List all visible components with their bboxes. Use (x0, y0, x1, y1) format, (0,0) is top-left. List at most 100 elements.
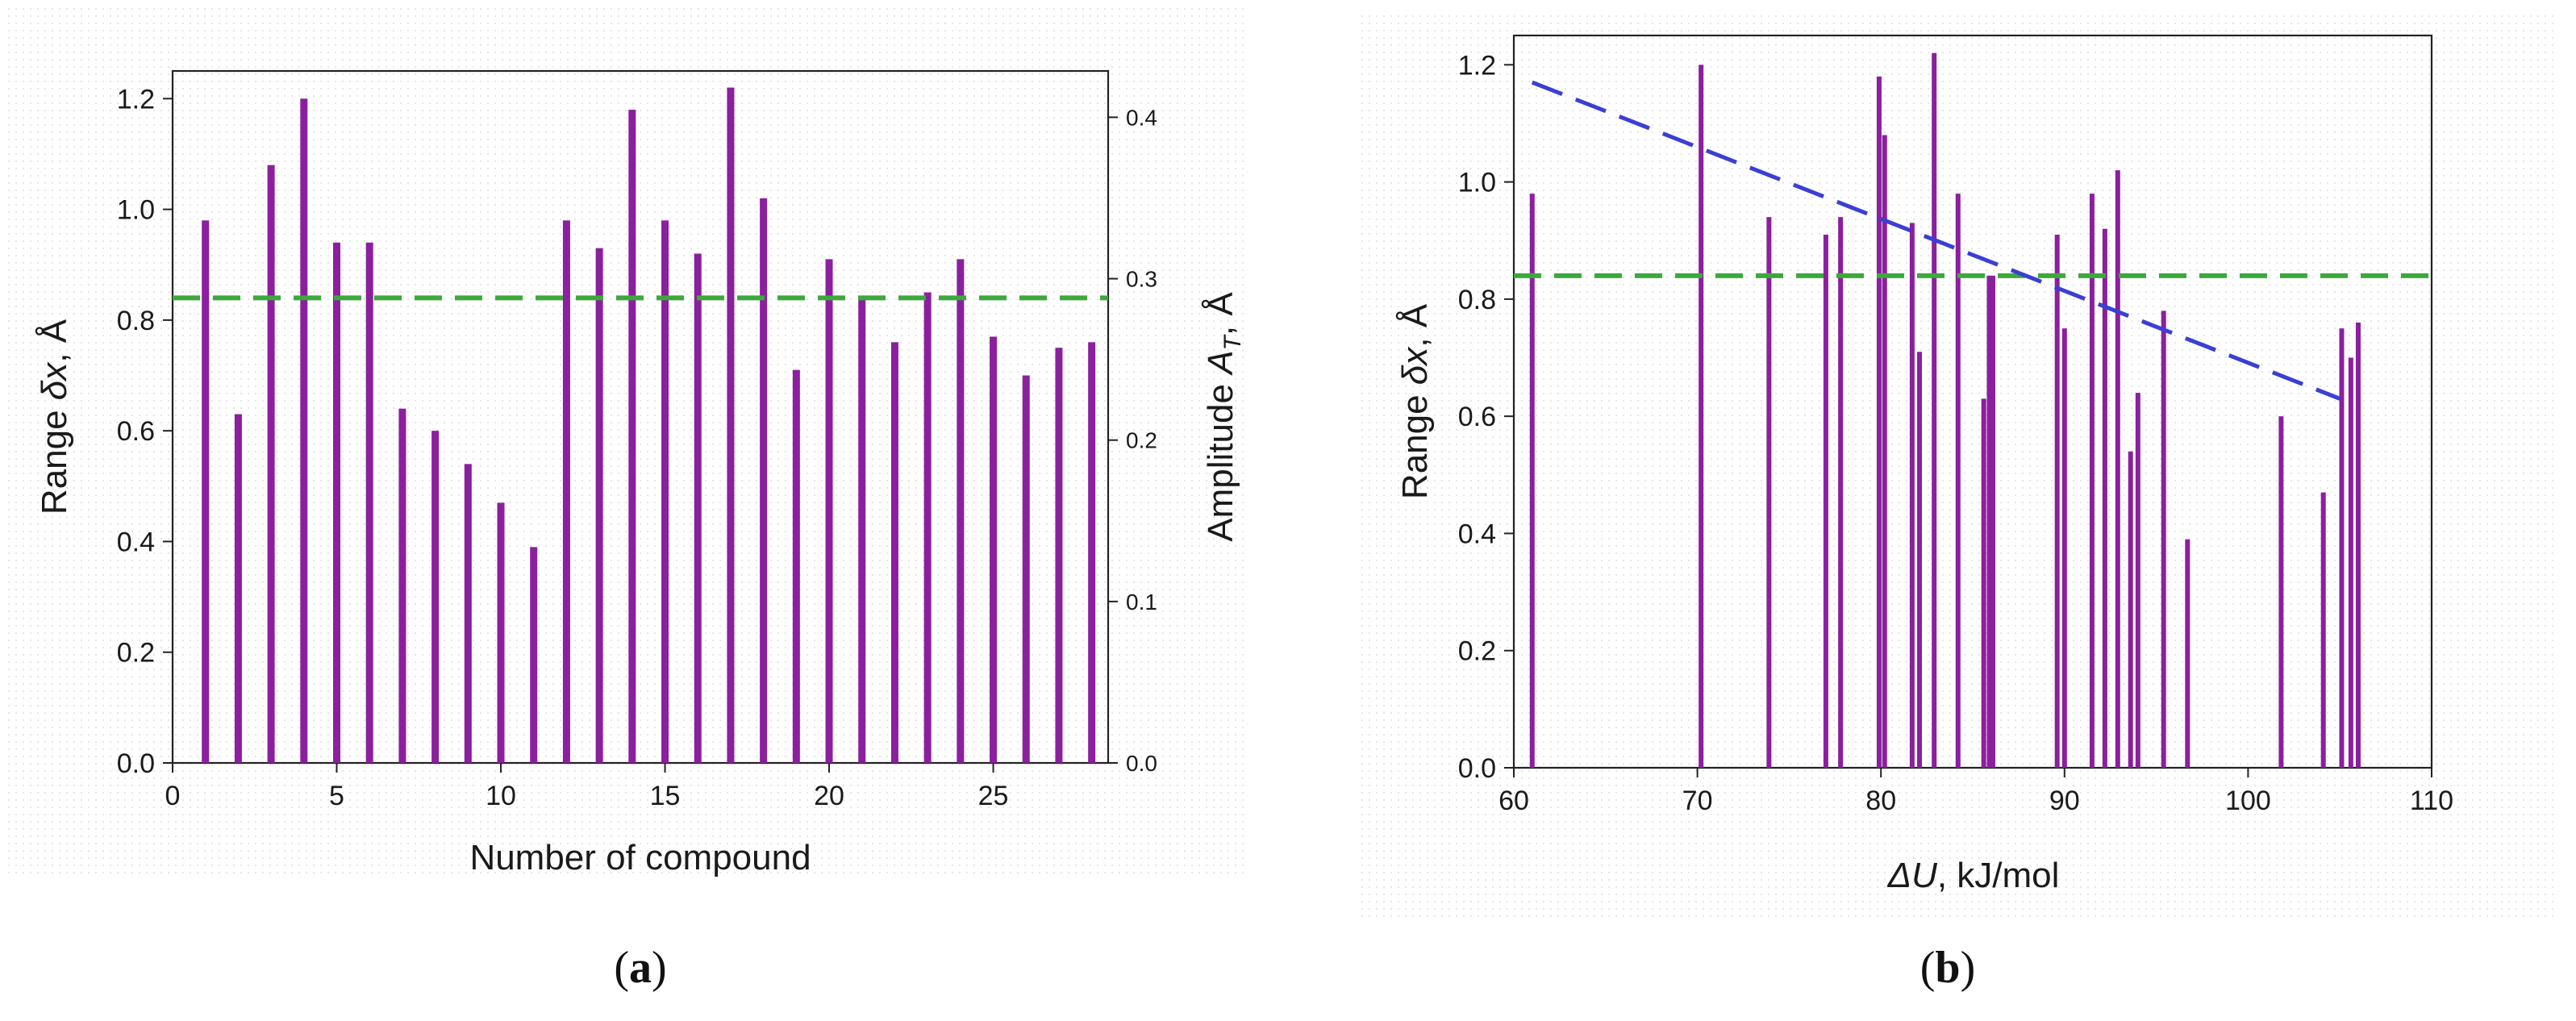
chart-a-bar (300, 98, 308, 763)
chart-b-bar (2128, 451, 2133, 768)
chart-a-bar (661, 220, 669, 763)
chart-b-y-tick-label: 1.2 (1458, 50, 1496, 81)
chart-a-y-axis-label: Range δx, Å (35, 319, 74, 515)
chart-a-bar (1055, 348, 1063, 763)
chart-a-y-tick-label: 0.4 (117, 527, 155, 557)
chart-a-y-tick-label: 0.8 (117, 306, 155, 336)
chart-a-bar (333, 242, 341, 763)
chart-a-x-tick-label: 20 (814, 781, 844, 811)
chart-b-bar (1882, 135, 1887, 768)
chart-a-bar (727, 87, 735, 764)
chart-b-plot-area (1512, 34, 2433, 769)
chart-a-y-tick-label: 0.2 (117, 638, 155, 669)
chart-b-trend-line (1531, 80, 2341, 401)
chart-a-bar (1088, 342, 1096, 763)
chart-b-y-tick-label: 0.0 (1458, 753, 1496, 784)
chart-a-y2-tick-label: 0.2 (1126, 428, 1157, 453)
chart-a-bar (890, 342, 898, 763)
chart-a-y-tick-label: 0.0 (117, 748, 155, 779)
chart-b-bar (1529, 194, 1535, 769)
chart-b-bar (2054, 234, 2060, 768)
chart-b-y-tick-label: 0.8 (1458, 285, 1496, 315)
chart-a: 0 5 10 15 20 25 0.0 0.2 0.4 0.6 0.8 1.0 1.2 0.0 0.1 0… (6, 8, 1248, 993)
chart-b-x-tick-label: 110 (2410, 786, 2453, 816)
chart-a-bar (858, 298, 866, 763)
chart-b-bar (1909, 223, 1915, 768)
chart-a-y-tick-label: 1.0 (117, 195, 155, 226)
chart-a-bar (365, 242, 373, 763)
chart-b-bar (1986, 275, 1992, 769)
chart-a-x-tick-label: 15 (650, 781, 681, 811)
chart-b-x-tick-label: 70 (1682, 786, 1713, 816)
chart-b-bar (2339, 328, 2345, 768)
chart-b-bar (2185, 539, 2190, 768)
chart-b-bar (2278, 416, 2284, 768)
chart-a-bar (1022, 375, 1030, 763)
chart-a-y-tick-label: 1.2 (117, 84, 155, 115)
chart-a-bar (398, 408, 406, 763)
chart-a-y2-tick-label: 0.3 (1126, 267, 1157, 292)
chart-b-bar (1981, 398, 1986, 768)
chart-b-x-axis-label: ΔU, kJ/mol (1887, 856, 2060, 895)
chart-a-y2-tick-label: 0.1 (1126, 590, 1157, 615)
chart-b-y-tick-label: 0.2 (1458, 636, 1496, 667)
chart-a-background (6, 8, 1248, 879)
chart-b-bar (1955, 194, 1961, 769)
chart-a-bar (957, 259, 965, 764)
chart-a-bar (267, 165, 275, 764)
chart-b-x-tick-label: 60 (1498, 786, 1529, 816)
chart-a-bar (792, 369, 800, 763)
chart-b-bar (2161, 310, 2166, 769)
chart-b-bar (2115, 170, 2120, 768)
chart-b-y-tick-label: 0.4 (1458, 519, 1496, 549)
chart-a-y2-axis-label: Amplitude AT, Å (1201, 292, 1246, 542)
chart-a-x-tick-label: 25 (978, 781, 1009, 811)
chart-a-bar (923, 292, 932, 763)
chart-b-bar (1766, 217, 1772, 769)
chart-a-bar (431, 431, 440, 763)
chart-a-bar (990, 336, 998, 763)
chart-b-y-tick-label: 0.6 (1458, 402, 1496, 432)
chart-b-bar (1823, 234, 1828, 768)
chart-a-x-tick-label: 0 (165, 781, 181, 811)
chart-a-y2-tick-label: 0.0 (1126, 751, 1157, 776)
chart-a-x-tick-label: 5 (329, 781, 344, 811)
chart-b-bar (2061, 328, 2067, 768)
chart-a-y2-tick-label: 0.4 (1126, 105, 1157, 130)
chart-b-bar (1699, 65, 1704, 768)
chart-a-x-tick-label: 10 (486, 781, 516, 811)
chart-a-bar (694, 253, 702, 764)
chart-a-bar (234, 414, 242, 763)
chart-b-bar (2348, 357, 2353, 768)
chart-b-bar (1990, 275, 1996, 769)
chart-b-y-tick-label: 1.0 (1458, 168, 1496, 198)
chart-a-caption: (a) (614, 943, 666, 993)
chart-b-bar (1932, 52, 1937, 769)
chart-b-bar (2355, 322, 2361, 768)
chart-b-x-tick-label: 80 (1865, 786, 1896, 816)
chart-a-bar (530, 547, 538, 763)
chart-a-bar (464, 464, 472, 763)
chart-a-bar (202, 220, 210, 763)
chart-b-caption: (b) (1920, 943, 1975, 993)
chart-a-bar (595, 248, 603, 763)
chart-a-y-tick-label: 0.6 (117, 416, 155, 447)
chart-b-bar (2089, 194, 2095, 769)
chart-b-bar (1916, 352, 1922, 769)
chart-b-bar (1838, 217, 1844, 769)
chart-b-x-tick-label: 100 (2225, 786, 2271, 816)
chart-a-bar (825, 259, 833, 764)
chart-b: 60 70 80 90 100 110 0.0 0.2 0.4 0.6 0.8 1.0 1.2 ΔU,… (1361, 11, 2554, 993)
chart-b-bar (2102, 228, 2107, 768)
chart-b-y-axis-label: Range δx, Å (1395, 303, 1435, 499)
chart-b-bar (1876, 76, 1882, 768)
chart-a-plot-area (171, 69, 1110, 765)
chart-a-x-axis-label: Number of compound (469, 838, 811, 877)
chart-a-bar (562, 220, 570, 763)
chart-b-x-tick-label: 90 (2049, 786, 2080, 816)
chart-a-bar (760, 198, 768, 763)
chart-b-bar (2320, 492, 2326, 768)
chart-a-bar (628, 110, 636, 764)
chart-a-bar (497, 502, 505, 763)
chart-b-bar (2135, 393, 2140, 768)
